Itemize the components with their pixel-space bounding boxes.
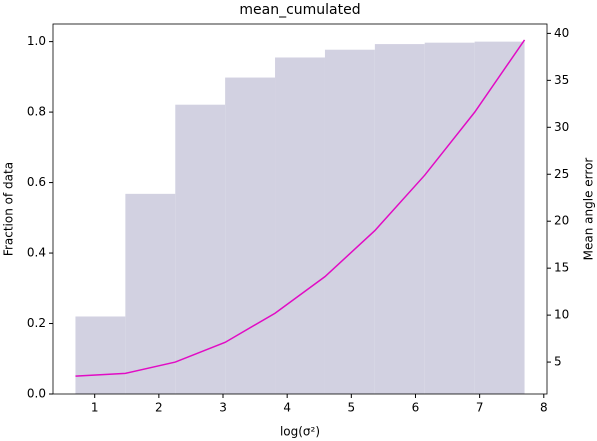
x-tick-label: 3	[219, 401, 227, 415]
y-tick-label: 1.0	[27, 34, 46, 48]
y-tick-label: 0.0	[27, 387, 46, 401]
x-tick-label: 1	[91, 401, 99, 415]
bar	[125, 193, 176, 394]
bar	[374, 44, 425, 394]
bar	[275, 57, 325, 394]
y-tick-label: 0.8	[27, 105, 46, 119]
y2-tick-label: 5	[554, 355, 562, 369]
x-tick-label: 5	[348, 401, 356, 415]
y2-tick-label: 15	[554, 261, 569, 275]
x-tick-label: 7	[476, 401, 484, 415]
x-tick-label: 8	[540, 401, 548, 415]
y-axis-label: Fraction of data	[2, 162, 16, 256]
bar	[225, 77, 276, 395]
y-tick-label: 0.2	[27, 316, 46, 330]
y2-tick-label: 25	[554, 167, 569, 181]
bar	[474, 41, 525, 394]
y-tick-label: 0.6	[27, 175, 46, 189]
line	[75, 39, 526, 377]
x-tick-label: 2	[155, 401, 163, 415]
bar	[424, 42, 475, 395]
y2-tick-label: 20	[554, 214, 569, 228]
bar	[75, 316, 126, 394]
y2-tick-label: 35	[554, 73, 569, 87]
x-tick-label: 4	[283, 401, 291, 415]
y2-tick-label: 30	[554, 120, 569, 134]
y2-axis-label: Mean angle error	[582, 158, 596, 261]
x-tick-label: 6	[412, 401, 420, 415]
plot-frame	[52, 23, 548, 395]
x-axis-label: log(σ²)	[280, 425, 320, 439]
chart-title: mean_cumulated	[239, 2, 360, 18]
bar	[175, 104, 226, 394]
y2-tick-label: 10	[554, 308, 569, 322]
bar	[324, 49, 375, 394]
y-tick-label: 0.4	[27, 246, 46, 260]
y2-tick-label: 40	[554, 26, 569, 40]
